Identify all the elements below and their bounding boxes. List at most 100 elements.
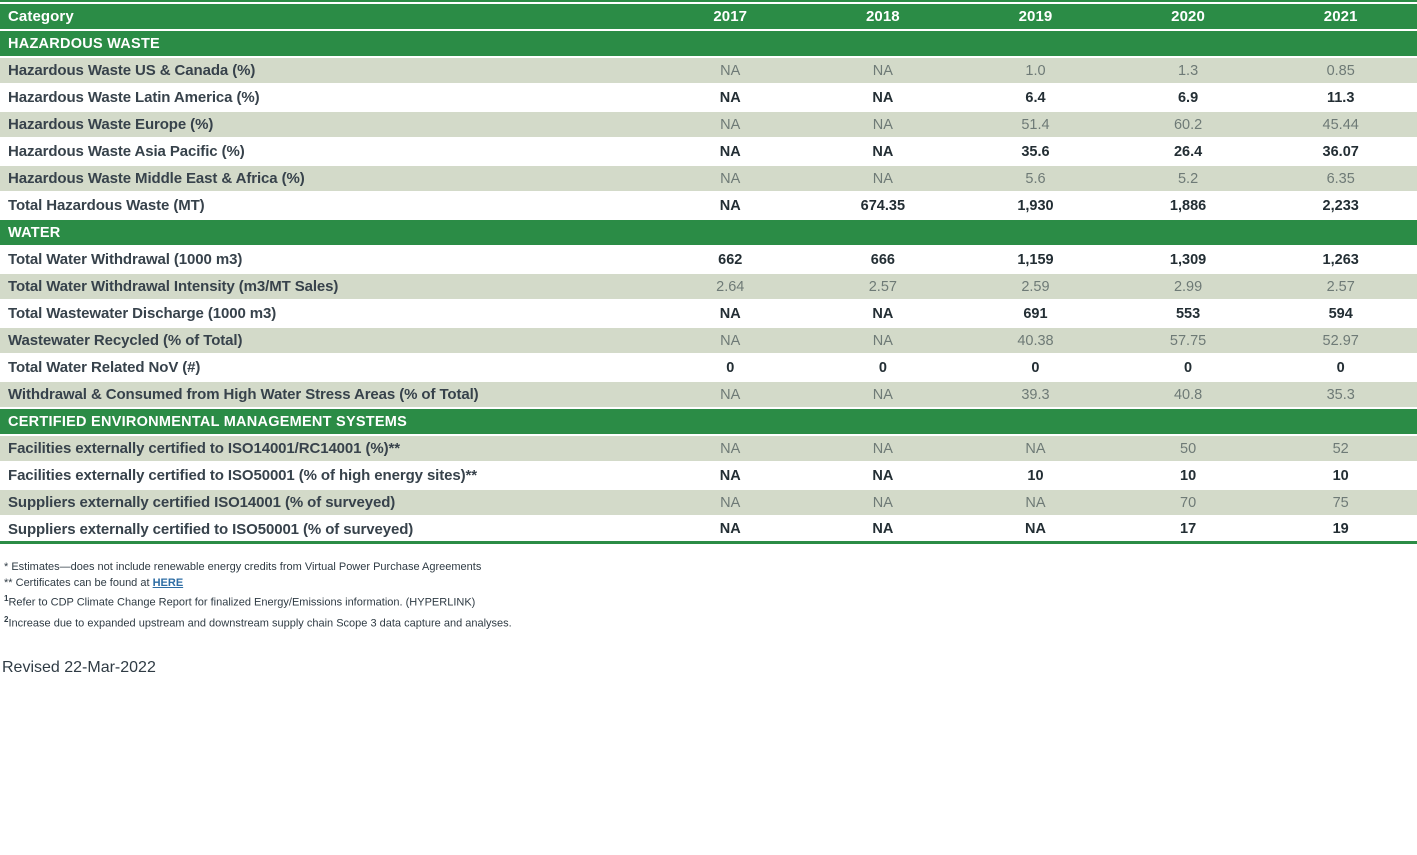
- table-row: Hazardous Waste Asia Pacific (%) NA NA 35.6…: [0, 139, 1417, 166]
- row-label: Hazardous Waste Asia Pacific (%): [0, 139, 654, 166]
- row-value: NA: [806, 436, 960, 463]
- row-value: 45.44: [1264, 112, 1417, 139]
- row-value: 50: [1111, 436, 1265, 463]
- row-value: NA: [653, 517, 807, 544]
- row-value: 0: [959, 355, 1112, 382]
- row-value: 1,930: [959, 193, 1112, 220]
- row-value: 1,159: [959, 247, 1112, 274]
- row-value: 6.35: [1264, 166, 1417, 193]
- section-row: WATER: [0, 220, 1417, 247]
- row-value: 1,309: [1111, 247, 1265, 274]
- row-label: Hazardous Waste US & Canada (%): [0, 58, 654, 85]
- row-value: 39.3: [959, 382, 1112, 409]
- row-value: 1.3: [1111, 58, 1265, 85]
- table-head: Category 2017 2018 2019 2020 2021: [0, 4, 1417, 31]
- row-value: 10: [1111, 463, 1265, 490]
- row-label: Suppliers externally certified to ISO500…: [0, 517, 654, 544]
- table-row: Hazardous Waste Middle East & Africa (%)…: [0, 166, 1417, 193]
- row-label: Wastewater Recycled (% of Total): [0, 328, 654, 355]
- row-value: 0: [653, 355, 807, 382]
- section-row: CERTIFIED ENVIRONMENTAL MANAGEMENT SYSTE…: [0, 409, 1417, 436]
- row-value: 35.6: [959, 139, 1112, 166]
- footnote-text: Certificates can be found at: [12, 576, 153, 589]
- certificates-link[interactable]: HERE: [152, 576, 184, 589]
- table-row: Wastewater Recycled (% of Total) NA NA 40.3…: [0, 328, 1417, 355]
- table-row: Total Water Withdrawal (1000 m3) 662 666 1,…: [0, 247, 1417, 274]
- row-value: 26.4: [1111, 139, 1265, 166]
- section-header-label: WATER: [0, 220, 1417, 247]
- row-label: Total Wastewater Discharge (1000 m3): [0, 301, 654, 328]
- row-value: 553: [1111, 301, 1265, 328]
- row-value: 0.85: [1264, 58, 1417, 85]
- footnote-text: Estimates—does not include renewable ene…: [8, 561, 482, 573]
- row-label: Hazardous Waste Latin America (%): [0, 85, 654, 112]
- footnote-marker: 1: [4, 594, 9, 604]
- table-row: Suppliers externally certified to ISO500…: [0, 517, 1417, 544]
- row-value: NA: [653, 490, 807, 517]
- row-value: NA: [653, 58, 807, 85]
- row-value: NA: [806, 139, 960, 166]
- row-label: Hazardous Waste Middle East & Africa (%): [0, 166, 654, 193]
- table-row: Total Water Related NoV (#) 0 0 0 0 0: [0, 355, 1417, 382]
- row-label: Total Water Withdrawal (1000 m3): [0, 247, 654, 274]
- footnote-line: * Estimates—does not include renewable e…: [4, 560, 1417, 576]
- row-label: Total Hazardous Waste (MT): [0, 193, 654, 220]
- column-header-2021: 2021: [1264, 4, 1417, 31]
- footnotes: * Estimates—does not include renewable e…: [4, 560, 1417, 632]
- row-value: NA: [653, 85, 807, 112]
- row-value: 666: [806, 247, 960, 274]
- row-value: 11.3: [1264, 85, 1417, 112]
- row-value: 0: [1111, 355, 1265, 382]
- table-row: Total Water Withdrawal Intensity (m3/MT …: [0, 274, 1417, 301]
- row-value: 594: [1264, 301, 1417, 328]
- row-value: 1,886: [1111, 193, 1265, 220]
- row-value: 2,233: [1264, 193, 1417, 220]
- row-value: 5.2: [1111, 166, 1265, 193]
- table-row: Suppliers externally certified ISO14001 …: [0, 490, 1417, 517]
- row-value: NA: [653, 382, 807, 409]
- table-row: Facilities externally certified to ISO50…: [0, 463, 1417, 490]
- table-row: Hazardous Waste Europe (%) NA NA 51.4 60.2 45…: [0, 112, 1417, 139]
- table-body: HAZARDOUS WASTE Hazardous Waste US & Cana…: [0, 31, 1417, 544]
- row-value: 40.38: [959, 328, 1112, 355]
- row-value: 6.9: [1111, 85, 1265, 112]
- column-header-2018: 2018: [806, 4, 960, 31]
- revised-date: Revised 22-Mar-2022: [2, 659, 156, 677]
- row-value: NA: [653, 328, 807, 355]
- row-value: NA: [806, 58, 960, 85]
- row-value: 674.35: [806, 193, 960, 220]
- row-value: 1,263: [1264, 247, 1417, 274]
- row-value: NA: [653, 436, 807, 463]
- section-header-label: CERTIFIED ENVIRONMENTAL MANAGEMENT SYSTE…: [0, 409, 1417, 436]
- footnote-text: Increase due to expanded upstream and do…: [8, 617, 512, 630]
- row-label: Withdrawal & Consumed from High Water St…: [0, 382, 654, 409]
- row-value: NA: [653, 112, 807, 139]
- table-row: Facilities externally certified to ISO14…: [0, 436, 1417, 463]
- row-value: 52: [1264, 436, 1417, 463]
- row-value: 662: [653, 247, 807, 274]
- row-value: 0: [806, 355, 960, 382]
- footnote-line: 2Increase due to expanded upstream and d…: [4, 612, 1417, 632]
- table-header-row: Category 2017 2018 2019 2020 2021: [0, 4, 1417, 31]
- row-value: NA: [959, 517, 1112, 544]
- footnote-marker: **: [4, 576, 13, 589]
- row-value: NA: [806, 490, 960, 517]
- table-row: Withdrawal & Consumed from High Water St…: [0, 382, 1417, 409]
- row-value: 2.99: [1111, 274, 1265, 301]
- row-value: 2.57: [1264, 274, 1417, 301]
- row-value: 6.4: [959, 85, 1112, 112]
- column-header-2017: 2017: [653, 4, 807, 31]
- column-header-2020: 2020: [1111, 4, 1265, 31]
- row-label: Facilities externally certified to ISO50…: [0, 463, 654, 490]
- section-row: HAZARDOUS WASTE: [0, 31, 1417, 58]
- row-value: 2.59: [959, 274, 1112, 301]
- row-value: 60.2: [1111, 112, 1265, 139]
- row-value: 2.57: [806, 274, 960, 301]
- row-value: 691: [959, 301, 1112, 328]
- footnote-text: Refer to CDP Climate Change Report for f…: [8, 597, 476, 610]
- row-value: 0: [1264, 355, 1417, 382]
- table-row: Hazardous Waste Latin America (%) NA NA 6.4…: [0, 85, 1417, 112]
- row-value: 75: [1264, 490, 1417, 517]
- section-header-label: HAZARDOUS WASTE: [0, 31, 1417, 58]
- row-value: NA: [806, 382, 960, 409]
